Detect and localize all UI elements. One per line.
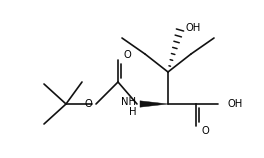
Text: NH: NH (121, 97, 136, 107)
Text: O: O (123, 50, 131, 60)
Text: O: O (201, 126, 209, 136)
Polygon shape (140, 101, 168, 107)
Text: OH: OH (228, 99, 243, 109)
Text: H: H (129, 107, 136, 117)
Text: OH: OH (185, 23, 200, 33)
Text: O: O (84, 99, 92, 109)
